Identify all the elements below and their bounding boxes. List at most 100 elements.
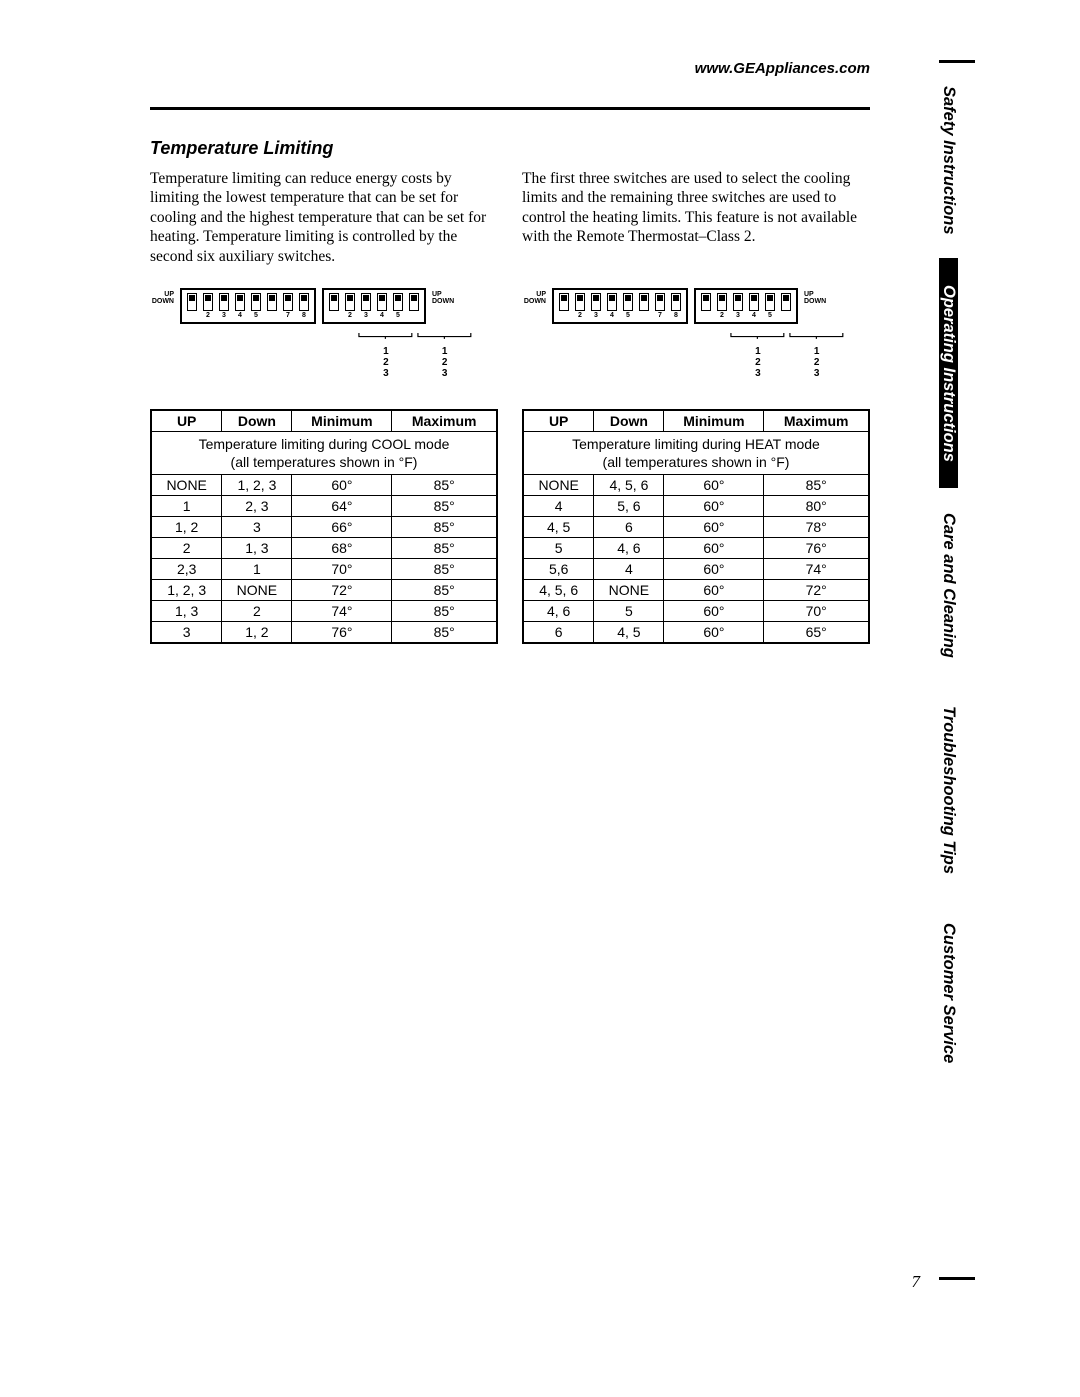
heat-header-row: UPDownMinimumMaximum bbox=[523, 410, 869, 432]
table-cell: 1 bbox=[151, 495, 222, 516]
table-cell: NONE bbox=[523, 474, 594, 495]
table-row: 54, 660°76° bbox=[523, 537, 869, 558]
table-cell: 5 bbox=[523, 537, 594, 558]
dip-switch-bank: 23 4 5 7 8 bbox=[552, 288, 688, 324]
dip-switch bbox=[638, 293, 650, 319]
dip-switch: 7 bbox=[654, 293, 666, 319]
dip-switch-number: 7 bbox=[286, 312, 290, 319]
table-row: 2,3170°85° bbox=[151, 558, 497, 579]
table-cell: 76° bbox=[764, 537, 869, 558]
table-cell: 60° bbox=[664, 516, 764, 537]
dip-switch: 2 bbox=[574, 293, 586, 319]
dip-switch: 5 bbox=[764, 293, 776, 319]
table-cell: 74° bbox=[764, 558, 869, 579]
intro-left: Temperature limiting can reduce energy c… bbox=[150, 169, 498, 266]
cool-header-cell: Down bbox=[222, 410, 292, 432]
dip-switch: 7 bbox=[282, 293, 294, 319]
section-title: Temperature Limiting bbox=[150, 138, 870, 159]
side-tab-customer-service[interactable]: Customer Service bbox=[939, 898, 958, 1088]
dip-switch-number: 2 bbox=[720, 312, 724, 319]
dip-diagrams: UPDOWN2345782345UPDOWN123123 UPDOWN23457… bbox=[150, 288, 870, 379]
cool-header-row: UPDownMinimumMaximum bbox=[151, 410, 497, 432]
table-cell: 60° bbox=[292, 474, 392, 495]
dip-switch-number: 3 bbox=[364, 312, 368, 319]
table-cell: 4 bbox=[523, 495, 594, 516]
intro-columns: Temperature limiting can reduce energy c… bbox=[150, 169, 870, 266]
table-cell: 1, 2 bbox=[222, 621, 292, 643]
side-tab-troubleshooting-tips[interactable]: Troubleshooting Tips bbox=[939, 683, 958, 898]
table-cell: 78° bbox=[764, 516, 869, 537]
table-cell: NONE bbox=[594, 579, 664, 600]
table-cell: 85° bbox=[392, 516, 497, 537]
table-cell: 3 bbox=[222, 516, 292, 537]
table-cell: 6 bbox=[594, 516, 664, 537]
cool-caption-2: (all temperatures shown in °F) bbox=[151, 454, 497, 475]
cool-header-cell: Maximum bbox=[392, 410, 497, 432]
dip-switch: 4 bbox=[234, 293, 246, 319]
dip-switch-bank: 2 3 4 5 bbox=[694, 288, 798, 324]
table-cell: 3 bbox=[151, 621, 222, 643]
heat-header-cell: Maximum bbox=[764, 410, 869, 432]
dip-switch-number: 7 bbox=[658, 312, 662, 319]
table-cell: 60° bbox=[664, 537, 764, 558]
dip-switch bbox=[186, 293, 198, 319]
dip-switch: 8 bbox=[670, 293, 682, 319]
dip-diagram-right: UPDOWN2345782345UPDOWN123123 bbox=[522, 288, 870, 379]
header-url: www.GEAppliances.com bbox=[150, 60, 870, 77]
table-cell: 6 bbox=[523, 621, 594, 643]
up-down-label: UPDOWN bbox=[804, 291, 828, 305]
table-cell: 70° bbox=[764, 600, 869, 621]
side-tabs: Safety InstructionsOperating Instruction… bbox=[939, 60, 975, 1280]
table-cell: 2, 3 bbox=[222, 495, 292, 516]
dip-switch: 2 bbox=[202, 293, 214, 319]
table-cell: 66° bbox=[292, 516, 392, 537]
table-cell: 5 bbox=[594, 600, 664, 621]
side-tab-operating-instructions[interactable]: Operating Instructions bbox=[939, 258, 958, 488]
cool-header-cell: UP bbox=[151, 410, 222, 432]
dip-switch: 5 bbox=[250, 293, 262, 319]
dip-switch bbox=[328, 293, 340, 319]
up-down-label: UPDOWN bbox=[522, 291, 546, 305]
heat-header-cell: Minimum bbox=[664, 410, 764, 432]
table-cell: 4, 5, 6 bbox=[594, 474, 664, 495]
dip-switch-number: 4 bbox=[380, 312, 384, 319]
table-row: 1, 3274°85° bbox=[151, 600, 497, 621]
cool-header-cell: Minimum bbox=[292, 410, 392, 432]
up-down-label: UPDOWN bbox=[150, 291, 174, 305]
dip-switch-number: 4 bbox=[752, 312, 756, 319]
heat-header-cell: UP bbox=[523, 410, 594, 432]
table-cell: 65° bbox=[764, 621, 869, 643]
table-cell: 74° bbox=[292, 600, 392, 621]
dip-switch bbox=[558, 293, 570, 319]
dip-switch-number: 4 bbox=[610, 312, 614, 319]
intro-right: The first three switches are used to sel… bbox=[522, 169, 870, 266]
table-cell: 85° bbox=[392, 600, 497, 621]
dip-switch-number: 5 bbox=[626, 312, 630, 319]
up-down-label: UPDOWN bbox=[432, 291, 456, 305]
dip-switch-number: 2 bbox=[348, 312, 352, 319]
dip-switch: 3 bbox=[590, 293, 602, 319]
table-row: 1, 2366°85° bbox=[151, 516, 497, 537]
dip-switch-number: 5 bbox=[254, 312, 258, 319]
table-cell: 72° bbox=[764, 579, 869, 600]
table-cell: NONE bbox=[222, 579, 292, 600]
table-cell: 60° bbox=[664, 621, 764, 643]
switch-group-nums: 123 bbox=[787, 346, 846, 379]
switch-group-nums: 123 bbox=[356, 346, 415, 379]
side-tab-care-and-cleaning[interactable]: Care and Cleaning bbox=[939, 488, 958, 683]
table-row: 4, 5660°78° bbox=[523, 516, 869, 537]
cool-caption-1: Temperature limiting during COOL mode bbox=[151, 431, 497, 454]
dip-switch: 3 bbox=[218, 293, 230, 319]
page-number: 7 bbox=[912, 1272, 921, 1292]
side-tab-safety-instructions[interactable]: Safety Instructions bbox=[939, 63, 958, 258]
table-row: 45, 660°80° bbox=[523, 495, 869, 516]
table-cell: 85° bbox=[392, 621, 497, 643]
heat-header-cell: Down bbox=[594, 410, 664, 432]
table-cell: 60° bbox=[664, 474, 764, 495]
heat-table: Temperature limiting during HEAT mode (a… bbox=[522, 409, 870, 644]
table-cell: 68° bbox=[292, 537, 392, 558]
table-cell: 72° bbox=[292, 579, 392, 600]
table-cell: 5,6 bbox=[523, 558, 594, 579]
dip-switch-number: 3 bbox=[736, 312, 740, 319]
dip-switch-number: 8 bbox=[302, 312, 306, 319]
